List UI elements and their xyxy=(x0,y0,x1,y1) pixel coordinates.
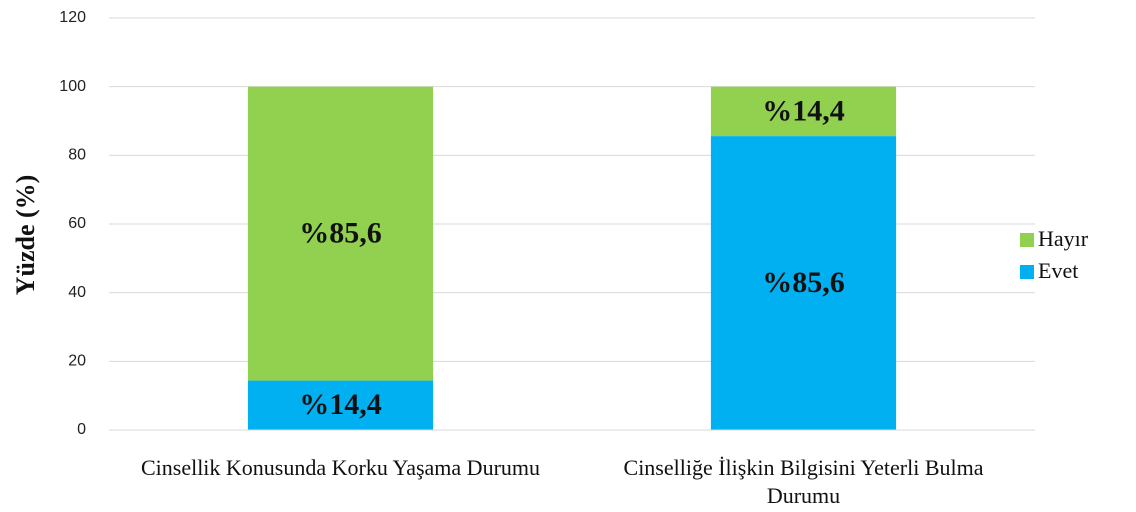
bar-segment xyxy=(710,86,897,137)
y-tick-label: 80 xyxy=(68,147,86,164)
y-tick-label: 40 xyxy=(68,284,86,301)
y-tick-label: 20 xyxy=(68,353,86,370)
y-tick-label: 60 xyxy=(68,215,86,232)
data-label: %85,6 xyxy=(299,217,382,250)
y-tick-label: 100 xyxy=(59,78,86,95)
x-tick-label: Cinsellik Konusunda Korku Yaşama Durumu xyxy=(140,455,541,480)
bar-segment xyxy=(247,86,434,381)
bar-segment xyxy=(247,380,434,430)
data-label: %14,4 xyxy=(762,94,845,127)
legend-swatch xyxy=(1020,265,1034,279)
x-tick-label: Cinselliğe İlişkin Bilgisini Yeterli Bul… xyxy=(623,455,984,508)
legend-swatch xyxy=(1020,233,1034,247)
y-tick-label: 120 xyxy=(59,9,86,26)
legend-label: Evet xyxy=(1038,258,1078,283)
y-tick-label: 0 xyxy=(77,421,86,438)
data-label: %14,4 xyxy=(299,388,382,421)
bar-segment xyxy=(710,136,897,430)
data-label: %85,6 xyxy=(762,266,845,299)
legend-label: Hayır xyxy=(1038,226,1089,251)
y-axis-title: Yüzde (%) xyxy=(11,175,40,296)
